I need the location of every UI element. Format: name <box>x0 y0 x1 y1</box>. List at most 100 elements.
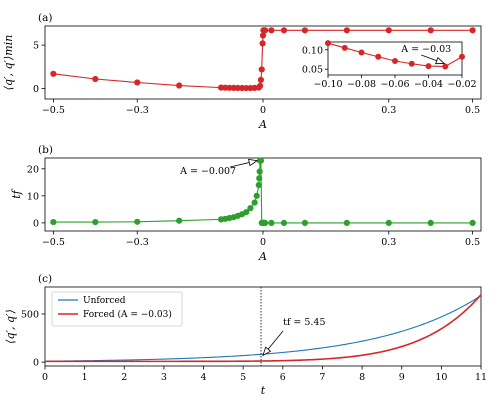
panel-b-data-point <box>280 219 288 226</box>
inset-ytick-label: 0.05 <box>302 65 323 76</box>
panel-a-data-point <box>427 27 434 34</box>
inset-data-point <box>325 40 331 47</box>
panel-b-data-point <box>247 205 254 212</box>
panel-b-data-point <box>343 219 350 226</box>
inset-data-point <box>425 63 432 70</box>
forced-series-line <box>45 294 482 363</box>
inset-data-point <box>459 53 465 60</box>
panel-a-ytick-label: 5 <box>33 41 39 52</box>
panel-b-xtick-label: −0.5 <box>42 237 65 248</box>
panel-c-xtick-label: 3 <box>161 372 167 383</box>
panel-c-xtick-label: 7 <box>319 372 325 383</box>
panel-b-annotation-arrow-head <box>248 158 259 167</box>
panel-c-xtick-label: 9 <box>399 372 405 383</box>
panel-c-panel-label: (c) <box>38 273 52 285</box>
panel-a-data-point <box>256 82 264 90</box>
panel-c-annotation: tf = 5.45 <box>283 317 326 328</box>
panel-a-xtick-label: 0.3 <box>381 105 396 116</box>
inset-data-point <box>408 60 415 67</box>
inset-annotation-arrow-head <box>435 57 446 65</box>
panel-a-data-point <box>280 27 288 34</box>
inset-data-point <box>392 58 398 65</box>
inset-xtick-label: −0.08 <box>347 79 376 90</box>
panel-c-xtick-label: 4 <box>201 372 207 383</box>
inset-xtick-label: −0.02 <box>447 79 476 90</box>
panel-b-xtick-label: 0 <box>260 237 266 248</box>
panel-b-data-point <box>268 219 275 226</box>
panel-a-ytick-label: 0 <box>33 84 39 95</box>
panel-b-ytick-label: 0 <box>33 218 39 229</box>
panel-b-data-point <box>92 218 99 226</box>
legend-box <box>51 291 183 327</box>
panel-c-xtick-label: 8 <box>359 372 365 383</box>
inset-xtick-label: −0.10 <box>313 79 342 90</box>
panel-b-xlabel: A <box>258 250 267 263</box>
inset-xtick-label: −0.04 <box>414 79 443 90</box>
panel-a-data-point <box>134 79 141 86</box>
panel-a-xtick-label: −0.3 <box>126 105 149 116</box>
panel-c-xtick-label: 10 <box>435 372 447 383</box>
panel-b-ytick-label: 20 <box>27 164 39 175</box>
panel-a-data-point <box>385 27 392 34</box>
panel-b-data-point <box>301 219 309 226</box>
panel-a-data-point <box>259 40 266 47</box>
panel-c-ylabel: ⟨q′, q′⟩ <box>4 309 17 344</box>
panel-b-xtick-label: −0.3 <box>126 237 149 248</box>
panel-b-data-point <box>253 192 260 199</box>
inset-data-point <box>375 53 382 60</box>
panel-b-data-point <box>176 217 183 224</box>
inset-data-point <box>358 49 365 56</box>
panel-c-ytick-label: 500 <box>21 309 39 320</box>
panel-a-xlabel: A <box>258 118 267 131</box>
panel-b-data-point <box>50 218 57 226</box>
panel-b-xtick-label: 0.3 <box>381 237 396 248</box>
panel-b-annotation: A = −0.007 <box>179 166 236 177</box>
panel-b-data-point <box>251 199 258 206</box>
panel-c-xtick-label: 11 <box>475 372 487 383</box>
inset-xtick-label: −0.06 <box>380 79 409 90</box>
panel-a-xtick-label: 0.5 <box>465 105 480 116</box>
panel-c-xtick-label: 0 <box>42 372 48 383</box>
panel-c-xtick-label: 6 <box>280 372 286 383</box>
panel-b-data-point <box>134 218 141 225</box>
panel-a-data-point <box>261 27 269 34</box>
panel-a-data-point <box>50 70 57 77</box>
panel-b-data-point <box>427 219 434 226</box>
panel-a-data-point <box>259 32 267 39</box>
panel-a-data-point <box>301 27 309 34</box>
panel-b-panel-label: (b) <box>38 144 53 156</box>
panel-a-data-point <box>268 27 275 34</box>
panel-a-xtick-label: 0 <box>260 105 266 116</box>
panel-a-data-point <box>343 27 350 34</box>
panel-a-data-point <box>176 82 183 89</box>
panel-b-ytick-label: 10 <box>27 191 39 202</box>
panel-c-xtick-label: 5 <box>240 372 246 383</box>
panel-c-ytick-label: 0 <box>33 358 39 369</box>
panel-a-data-point <box>258 66 265 73</box>
panel-b-data-point <box>469 219 476 226</box>
panel-b-data-point <box>257 157 265 164</box>
panel-b-data-point <box>256 168 263 175</box>
legend-entry: Unforced <box>83 296 126 306</box>
panel-a-data-point <box>92 75 99 83</box>
panel-b-data-point <box>261 219 269 226</box>
inset-data-point <box>442 63 449 70</box>
panel-a-data-point <box>257 76 265 83</box>
panel-b-ylabel: tf <box>10 188 23 198</box>
panel-a-xtick-label: −0.5 <box>42 105 65 116</box>
panel-b-data-point <box>243 208 250 216</box>
panel-c-xtick-label: 1 <box>82 372 88 383</box>
panel-b-data-point <box>255 181 262 189</box>
panel-b-data-point <box>385 219 392 226</box>
inset-data-point <box>341 44 348 51</box>
panel-b-series-line <box>53 160 473 224</box>
panel-c-xlabel: t <box>261 384 266 397</box>
panel-a-panel-label: (a) <box>38 12 52 24</box>
panel-a-data-point <box>469 27 476 34</box>
legend-entry: Forced (A = −0.03) <box>83 309 172 320</box>
panel-b-xtick-label: 0.5 <box>465 237 480 248</box>
inset-annotation: A = −0.03 <box>400 44 451 55</box>
panel-a-ylabel: ⟨q′, q′⟩min <box>2 35 15 91</box>
panel-b-data-point <box>256 175 263 182</box>
